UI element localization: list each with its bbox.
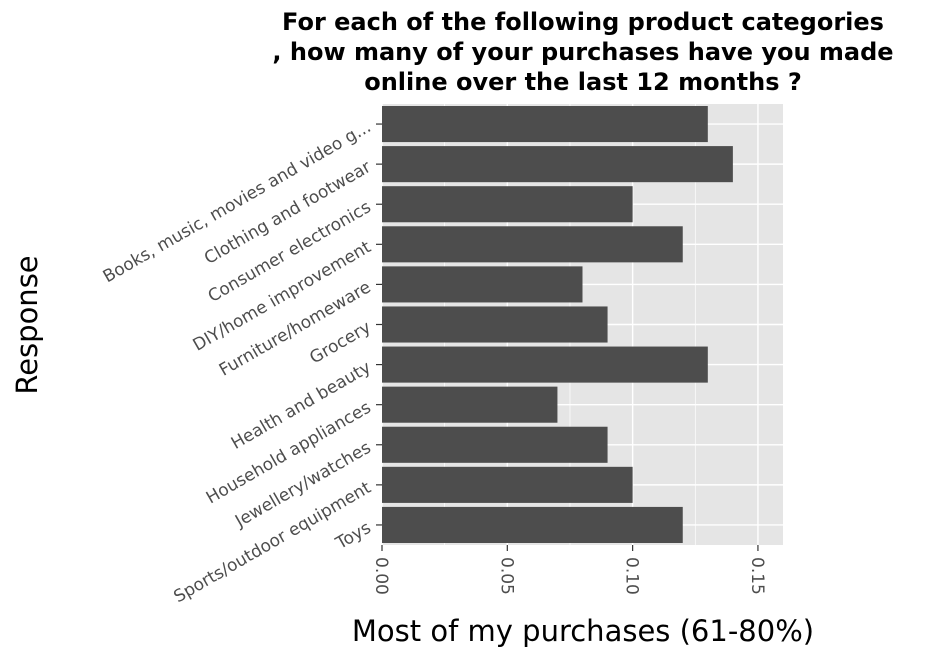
bar	[382, 426, 608, 463]
bar	[382, 386, 558, 423]
x-axis: 0.00 0.05 0.10 0.15	[371, 545, 767, 595]
y-axis-title: Response	[10, 255, 44, 394]
y-axis: Books, music, movies and video g...Cloth…	[100, 117, 382, 607]
x-axis-title: Most of my purchases (61-80%)	[352, 614, 814, 648]
y-tick-label: Toys	[332, 518, 375, 554]
bar	[382, 466, 633, 503]
x-tick-label: 0.15	[747, 557, 767, 595]
x-tick-label: 0.10	[622, 557, 642, 595]
bar	[382, 146, 733, 183]
x-tick-label: 0.00	[371, 557, 391, 595]
x-tick-label: 0.05	[496, 557, 516, 595]
bar	[382, 506, 683, 543]
chart-title-line-3: online over the last 12 months ?	[364, 68, 802, 96]
chart-title: For each of the following product catego…	[272, 8, 893, 96]
bar	[382, 346, 708, 383]
chart-title-line-1: For each of the following product catego…	[282, 8, 884, 36]
bars	[382, 106, 733, 543]
chart-title-line-2: , how many of your purchases have you ma…	[272, 38, 893, 66]
bar	[382, 226, 683, 263]
bar	[382, 186, 633, 223]
bar	[382, 266, 583, 303]
bar	[382, 306, 608, 343]
bar	[382, 106, 708, 143]
